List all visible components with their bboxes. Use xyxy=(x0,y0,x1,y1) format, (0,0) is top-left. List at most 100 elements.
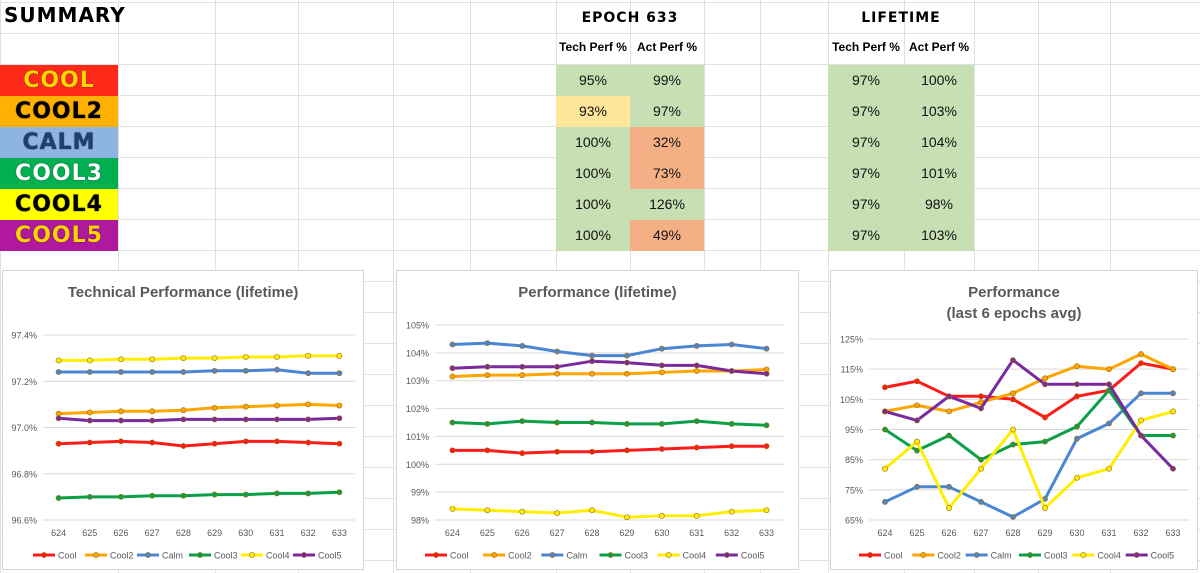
data-point xyxy=(519,342,526,349)
data-point xyxy=(149,369,156,375)
x-tick-label: 628 xyxy=(1005,528,1020,538)
legend-marker xyxy=(491,552,498,558)
data-point xyxy=(589,419,595,426)
epoch-act-cell: 32% xyxy=(630,127,704,158)
data-point xyxy=(274,416,280,423)
lifetime-tech-cell: 97% xyxy=(828,220,904,251)
x-tick-label: 626 xyxy=(515,528,530,538)
lifetime-act-cell: 103% xyxy=(904,220,974,251)
data-point xyxy=(978,405,984,412)
data-point xyxy=(118,493,124,500)
data-point xyxy=(1170,366,1176,373)
data-point xyxy=(693,362,700,369)
data-point xyxy=(1170,390,1176,397)
legend-marker xyxy=(920,552,927,558)
data-point xyxy=(554,448,561,455)
data-point xyxy=(1010,357,1016,364)
data-point xyxy=(484,363,491,370)
x-tick-label: 626 xyxy=(941,528,956,538)
data-point xyxy=(1010,441,1016,448)
data-point xyxy=(86,439,93,446)
data-point xyxy=(1106,465,1112,472)
data-point xyxy=(242,354,249,360)
data-point xyxy=(336,370,343,377)
chart-performance-lifetime-svg: Performance (lifetime) 98% 99% 100% 101% 102%… xyxy=(406,284,784,561)
data-point xyxy=(55,415,62,422)
data-point xyxy=(1170,465,1176,472)
series-line-cool2 xyxy=(452,368,767,378)
row-name-label: CALM xyxy=(0,127,118,158)
x-tick-label: 631 xyxy=(689,528,704,538)
data-point xyxy=(519,418,526,425)
data-point xyxy=(274,490,280,497)
data-point xyxy=(1042,375,1048,382)
data-point xyxy=(658,512,665,519)
x-tick-label: 633 xyxy=(1165,528,1180,538)
data-point xyxy=(1106,381,1112,388)
data-point xyxy=(211,440,218,447)
data-point xyxy=(449,365,456,372)
data-point xyxy=(728,420,735,427)
x-tick-label: 625 xyxy=(480,528,495,538)
data-point xyxy=(149,439,156,446)
data-point xyxy=(589,448,595,455)
data-point xyxy=(449,447,456,454)
legend-marker xyxy=(145,552,151,558)
data-point xyxy=(554,510,561,516)
data-point xyxy=(305,416,312,423)
data-point xyxy=(763,507,770,514)
x-tick-label: 633 xyxy=(332,528,347,538)
data-point xyxy=(305,490,312,497)
data-point xyxy=(86,417,93,424)
y-tick-label: 101% xyxy=(406,432,429,442)
epoch-act-cell: 49% xyxy=(630,220,704,251)
series-line-calm xyxy=(58,368,340,375)
series-line-cool5 xyxy=(452,359,767,376)
y-tick-label: 100% xyxy=(406,460,429,470)
data-point xyxy=(914,402,920,409)
series-line-cool xyxy=(884,361,1174,419)
data-point xyxy=(589,358,595,365)
data-point xyxy=(554,363,561,370)
legend-label: Cool3 xyxy=(1044,551,1068,561)
x-tick-label: 629 xyxy=(619,528,634,538)
legend-label: Cool2 xyxy=(110,551,134,561)
legend-label: Cool5 xyxy=(741,551,765,561)
series-line-calm xyxy=(452,341,767,358)
chart-performance-last6-svg: Performance (last 6 epochs avg) 65% 75% 85% 9… xyxy=(840,284,1189,561)
x-tick-label: 629 xyxy=(207,528,222,538)
data-point xyxy=(1106,420,1112,427)
chart-performance-lifetime: Performance (lifetime) 98% 99% 100% 101% 102%… xyxy=(396,270,799,570)
series-line-cool3 xyxy=(884,388,1173,462)
epoch-act-cell: 97% xyxy=(630,96,704,127)
data-point xyxy=(211,355,218,362)
epoch-title: EPOCH 633 xyxy=(581,10,679,26)
data-point xyxy=(914,438,920,445)
epoch-act-header: Act Perf % xyxy=(636,40,698,54)
data-point xyxy=(882,384,888,391)
data-point xyxy=(305,401,312,408)
data-point xyxy=(882,426,888,433)
y-tick-label: 96.6% xyxy=(11,516,37,526)
legend-marker xyxy=(433,552,439,558)
epoch-tech-header: Tech Perf % xyxy=(559,40,627,54)
series-line-cool3 xyxy=(452,419,767,427)
legend-marker xyxy=(607,552,614,558)
x-tick-label: 624 xyxy=(877,528,892,538)
data-point xyxy=(242,491,249,498)
y-tick-label: 102% xyxy=(406,404,429,414)
legend-marker xyxy=(973,552,980,558)
data-point xyxy=(519,372,526,379)
data-point xyxy=(624,514,630,521)
legend-label: Cool3 xyxy=(625,551,649,561)
y-tick-label: 105% xyxy=(840,395,863,405)
data-point xyxy=(693,512,700,519)
data-point xyxy=(86,357,93,364)
lifetime-tech-cell: 97% xyxy=(828,127,904,158)
data-point xyxy=(1106,366,1112,373)
legend-marker xyxy=(249,552,255,558)
data-point xyxy=(624,447,630,454)
data-point xyxy=(180,407,187,414)
chart-technical-performance: Technical Performance (lifetime) 96.6% 96.… xyxy=(2,270,364,570)
legend-label: Cool2 xyxy=(508,551,532,561)
